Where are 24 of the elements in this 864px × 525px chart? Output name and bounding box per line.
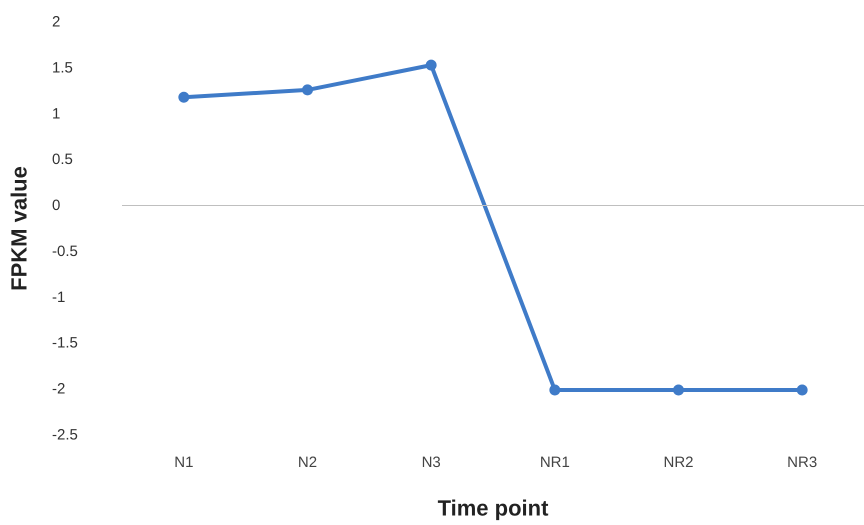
y-tick-label: 0.5: [52, 151, 73, 168]
point: [302, 84, 313, 96]
x-tick-label: N2: [298, 454, 318, 471]
y-tick-label: 1: [52, 105, 60, 122]
y-tick-label: -1: [52, 288, 66, 306]
point: [549, 384, 560, 396]
x-tick-label: N1: [174, 454, 194, 471]
x-tick-label: NR3: [787, 454, 818, 471]
x-tick-label: NR1: [540, 454, 570, 471]
point: [426, 60, 437, 71]
y-tick-label: 2: [52, 14, 60, 30]
y-tick-label: 0: [52, 197, 60, 214]
x-tick-label: N3: [422, 454, 441, 471]
y-tick-label: -0.5: [52, 242, 78, 260]
y-tick-label: -2.5: [52, 426, 78, 444]
point: [796, 384, 808, 396]
y-tick-label: 1.5: [52, 59, 73, 76]
point: [178, 92, 190, 103]
y-tick-label: -2: [52, 380, 66, 398]
point: [673, 384, 684, 396]
y-axis-title: FPKM value: [6, 166, 32, 291]
x-axis-title: Time point: [438, 496, 550, 520]
x-tick-label: NR2: [663, 454, 694, 471]
y-tick-label: -1.5: [52, 334, 78, 352]
